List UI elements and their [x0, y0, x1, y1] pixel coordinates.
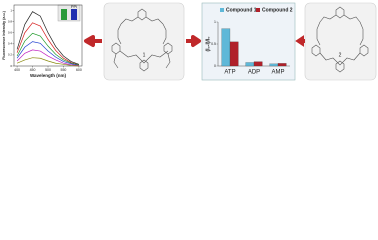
annotation: PPi: [71, 4, 77, 9]
arrow: [84, 35, 102, 47]
arrow: [186, 35, 201, 47]
y-tick-label: 1: [10, 8, 12, 12]
molecule-2: [311, 6, 369, 73]
vial: [71, 9, 77, 20]
y-axis-label: Fluorescence Intensity (a.u.): [2, 10, 6, 59]
y-tick-label: 0.8: [8, 19, 13, 23]
y-tick-label: 0.6: [8, 31, 13, 35]
x-tick-label: 500: [45, 68, 51, 72]
x-tick-label: 450: [30, 68, 36, 72]
y-tick-label: 1: [214, 20, 216, 24]
graphical-abstract: 1 2 PPi 0 0.2 0.4 0.6 0.8 1 400 450 500 550 600 Wav…: [2, 2, 377, 81]
vial: [61, 9, 67, 20]
legend-label: Compound 1: [226, 7, 257, 13]
bar: [229, 41, 239, 67]
y-tick-label: 0: [214, 64, 216, 68]
bar: [253, 61, 263, 67]
structure-label: 1: [143, 52, 146, 58]
y-tick-label: 0: [10, 64, 12, 68]
x-tick-label: 600: [76, 68, 82, 72]
spectrum-line: [16, 41, 79, 66]
molecule-1: [111, 8, 173, 72]
legend-swatch: [256, 8, 260, 12]
structure-panel: [103, 2, 185, 81]
x-tick-label: AMP: [271, 70, 284, 76]
x-tick-label: ATP: [224, 70, 235, 76]
y-axis-label: (I₀-I)/I₀: [205, 36, 211, 51]
y-tick-label: 0.4: [8, 42, 13, 46]
bar: [269, 63, 279, 67]
x-tick-label: 550: [61, 68, 67, 72]
legend-label: Compound 2: [262, 7, 293, 13]
spectrum-line: [16, 49, 79, 66]
bar-panel: [201, 2, 296, 81]
spectrum-line: [16, 11, 80, 65]
y-tick-label: 0.2: [8, 53, 13, 57]
y-tick-label: 0.5: [211, 42, 216, 46]
structure-label: 2: [339, 52, 342, 58]
spectrum-line: [16, 57, 79, 67]
legend-swatch: [220, 8, 224, 12]
structure-panel: [304, 2, 377, 81]
spectrum-line: [16, 22, 80, 66]
x-tick-label: 400: [14, 68, 20, 72]
bar: [221, 28, 231, 67]
x-axis-label: Wavelength (nm): [30, 73, 67, 78]
x-tick-label: ADP: [248, 70, 260, 76]
bar: [277, 63, 287, 67]
bar: [245, 62, 255, 67]
spectrum-line: [16, 32, 79, 66]
arrow-head: [295, 35, 304, 47]
